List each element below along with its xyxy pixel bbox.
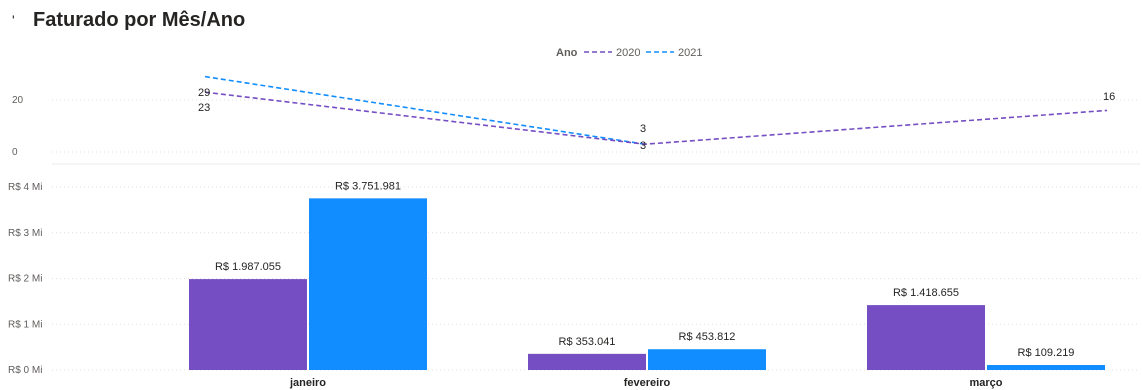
line-series-2020 [204, 91, 1108, 146]
bar-2021-janeiro [309, 198, 427, 370]
bar-2020-janeiro [189, 279, 307, 370]
line-data-label-2021: 3 [640, 123, 646, 135]
chart-title: Faturado por Mês/Ano [33, 9, 246, 31]
x-category-label: março [969, 377, 1002, 389]
bar-2021-fevereiro [648, 349, 766, 370]
legend-label-2021: 2021 [678, 47, 702, 59]
bar-y-tick-label: R$ 3 Mi [8, 228, 42, 239]
bar-2020-março [867, 305, 985, 370]
line-data-label-2021: 29 [198, 87, 210, 99]
bar-2021-março [987, 365, 1105, 370]
bar-y-tick-label: R$ 2 Mi [8, 274, 42, 285]
bar-data-label: R$ 453.812 [679, 331, 736, 343]
bar-data-label: R$ 109.219 [1018, 347, 1075, 359]
legend-label-2020: 2020 [616, 47, 640, 59]
bar-y-tick-label: R$ 4 Mi [8, 182, 42, 193]
x-category-label: janeiro [289, 377, 326, 389]
bar-y-tick-label: R$ 1 Mi [8, 319, 42, 330]
bar-data-label: R$ 1.987.055 [215, 261, 281, 273]
legend-title: Ano [556, 47, 578, 59]
bar-data-label: R$ 353.041 [559, 336, 616, 348]
line-data-label-2020: 3 [640, 140, 646, 152]
bar-y-tick-label: R$ 0 Mi [8, 365, 42, 376]
x-category-label: fevereiro [624, 377, 671, 389]
line-y-tick-label: 20 [12, 95, 24, 106]
bar-data-label: R$ 1.418.655 [893, 287, 959, 299]
bar-2020-fevereiro [528, 353, 646, 370]
line-data-label-2020: 23 [198, 102, 210, 114]
line-data-label-2020: 16 [1103, 91, 1115, 103]
line-y-tick-label: 0 [12, 147, 18, 158]
line-series-2021 [204, 75, 646, 145]
bar-data-label: R$ 3.751.981 [335, 180, 401, 192]
title-mark: ' [12, 12, 15, 28]
